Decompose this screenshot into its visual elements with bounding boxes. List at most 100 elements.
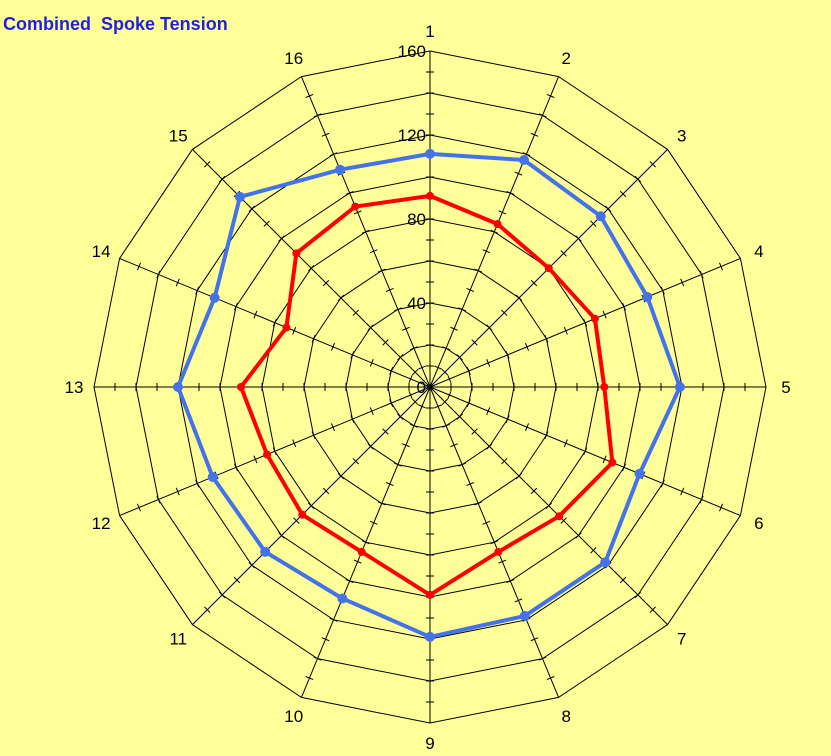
axis-tick — [490, 540, 499, 545]
axis-tick — [649, 161, 656, 168]
axis-tick — [450, 443, 458, 448]
axis-tick — [321, 132, 330, 137]
axis-tick — [204, 161, 211, 168]
axis-tick — [634, 591, 642, 599]
axis-tick — [622, 463, 627, 472]
axis-tick — [385, 482, 394, 487]
axis-tick — [619, 190, 627, 198]
axis-tick — [546, 93, 555, 98]
axis-label: 13 — [65, 378, 84, 397]
data-point — [608, 458, 617, 467]
axis-tick — [389, 399, 394, 407]
axis-tick — [218, 175, 226, 183]
axis-tick — [619, 576, 627, 584]
axis-tick — [402, 443, 410, 448]
axis-tick — [410, 423, 418, 428]
axis-tick — [389, 367, 394, 375]
data-point — [426, 191, 434, 200]
axis-tick — [418, 404, 426, 409]
axis-tick — [345, 579, 354, 584]
axis-tick — [278, 235, 285, 242]
axis-label: 9 — [425, 734, 434, 753]
axis-tick — [175, 487, 180, 496]
axis-tick — [699, 495, 704, 504]
axis-tick — [514, 171, 523, 176]
axis-tick — [474, 501, 483, 506]
axis-tick — [634, 175, 642, 183]
axis-tick — [482, 520, 491, 525]
axis-tick — [233, 576, 241, 584]
axis-tick — [272, 318, 277, 327]
axis-tick — [263, 220, 270, 227]
axis-tick — [408, 391, 413, 399]
axis-tick — [506, 579, 515, 584]
axis-label: 15 — [169, 126, 188, 145]
axis-tick — [233, 463, 238, 472]
axis-tick — [560, 517, 567, 524]
axis-tick — [605, 205, 612, 212]
data-point — [209, 292, 220, 303]
axis-tick — [525, 342, 530, 351]
axis-tick — [486, 407, 491, 415]
axis-tick — [442, 346, 450, 351]
axis-tick — [544, 334, 549, 343]
data-point — [425, 148, 435, 159]
axis-tick — [136, 503, 141, 512]
axis-label: 11 — [169, 630, 187, 649]
axis-tick — [506, 190, 515, 195]
axis-tick — [195, 286, 200, 295]
axis-tick — [530, 487, 538, 495]
axis-tick — [514, 598, 523, 603]
axis-tick — [313, 656, 322, 661]
data-point — [173, 382, 183, 392]
radial-tick-label: 160 — [398, 42, 426, 61]
axis-tick — [195, 479, 200, 488]
data-point — [337, 593, 348, 604]
data-point — [519, 610, 530, 621]
axis-label: 14 — [92, 242, 111, 261]
axis-tick — [471, 428, 478, 435]
data-point — [357, 547, 366, 556]
data-point — [600, 557, 611, 568]
axis-tick — [377, 268, 386, 273]
axis-tick — [466, 287, 475, 292]
axis-tick — [441, 368, 449, 376]
axis-tick — [329, 152, 338, 157]
axis-tick — [278, 532, 285, 539]
radial-tick-label: 0 — [417, 378, 426, 397]
axis-tick — [292, 439, 297, 448]
axis-tick — [321, 637, 330, 642]
axis-tick — [385, 287, 394, 292]
axis-tick — [369, 359, 374, 367]
axis-tick — [525, 423, 530, 432]
axis-tick — [447, 375, 452, 383]
axis-tick — [699, 270, 704, 279]
axis-tick — [345, 190, 354, 195]
axis-tick — [367, 324, 374, 331]
axis-tick — [293, 517, 300, 524]
axis-tick — [602, 310, 607, 319]
axis-tick — [308, 502, 315, 509]
axis-tick — [680, 487, 685, 496]
axis-tick — [292, 326, 297, 335]
axis-tick — [482, 249, 491, 254]
axis-tick — [563, 439, 568, 448]
axis-tick — [447, 391, 452, 399]
data-point — [519, 155, 530, 166]
axis-tick — [248, 205, 255, 212]
data-point — [642, 291, 653, 302]
axis-tick — [322, 279, 330, 287]
axis-label: 5 — [781, 378, 790, 397]
axis-tick — [498, 559, 507, 564]
axis-tick — [546, 676, 555, 681]
axis-label: 7 — [677, 630, 686, 649]
axis-tick — [337, 472, 345, 480]
axis-tick — [410, 346, 418, 351]
data-point — [237, 383, 245, 391]
axis-tick — [545, 502, 552, 509]
axis-tick — [583, 318, 588, 327]
data-point — [298, 510, 307, 519]
radial-tick-label: 120 — [398, 126, 426, 145]
axis-tick — [441, 398, 449, 406]
